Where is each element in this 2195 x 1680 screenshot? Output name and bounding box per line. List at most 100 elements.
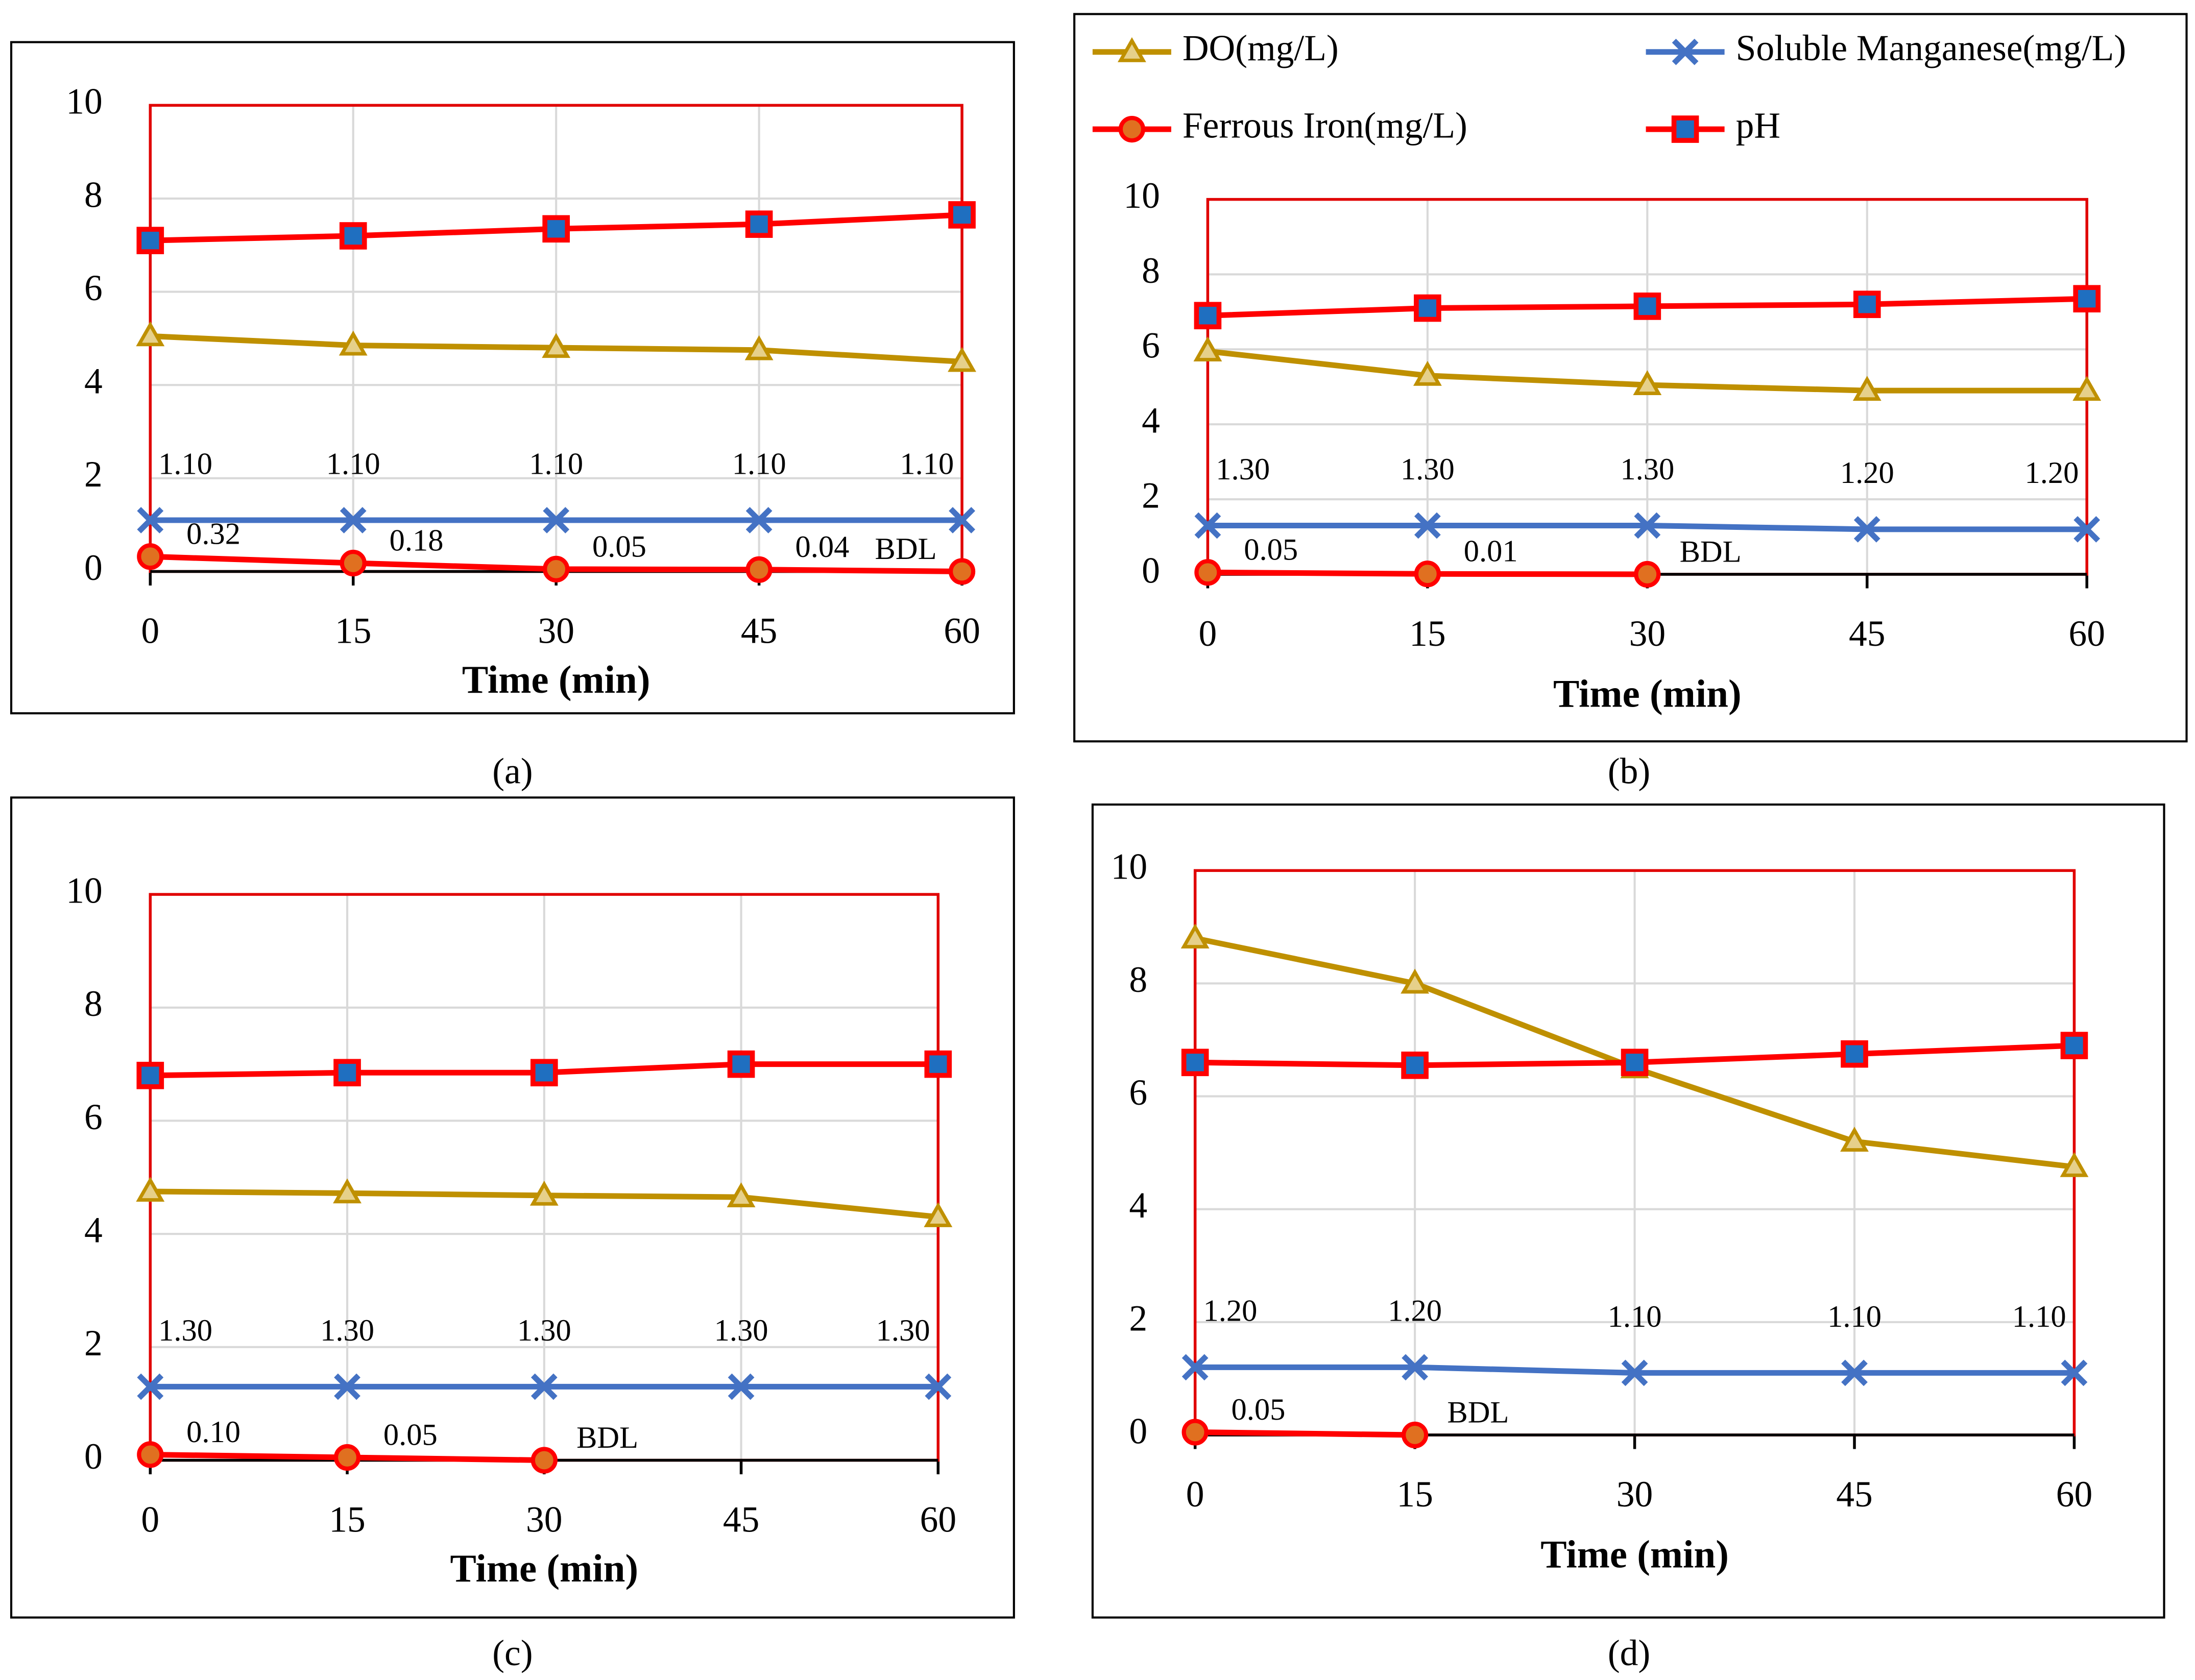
panel-frame — [10, 41, 1015, 715]
x-tick-label: 45 — [723, 1500, 760, 1540]
marker — [924, 1050, 952, 1078]
marker — [1181, 1354, 1209, 1381]
x-tick-label: 30 — [538, 611, 574, 651]
marker — [137, 507, 164, 533]
marker — [339, 330, 368, 356]
marker — [1633, 293, 1661, 320]
legend-marker — [1117, 37, 1146, 62]
x-tick-label: 60 — [944, 611, 980, 651]
marker — [727, 1050, 755, 1078]
data-label: 0.05 — [383, 1418, 438, 1452]
y-tick-label: 2 — [84, 454, 103, 495]
x-axis-title: Time (min) — [450, 1546, 639, 1590]
y-tick-label: 2 — [84, 1323, 103, 1364]
data-label: 1.10 — [1827, 1300, 1882, 1334]
data-label: 1.30 — [158, 1313, 212, 1348]
marker — [136, 227, 164, 254]
x-tick-label: 15 — [335, 611, 372, 651]
marker — [745, 556, 773, 583]
marker — [1401, 968, 1430, 994]
marker — [1621, 1359, 1648, 1386]
marker — [745, 210, 773, 238]
data-label: 1.10 — [529, 447, 583, 481]
x-tick-label: 30 — [1617, 1474, 1653, 1515]
x-tick-label: 0 — [1186, 1474, 1204, 1515]
panel-frame — [1091, 803, 2165, 1619]
data-label: 1.10 — [326, 447, 380, 481]
y-tick-label: 6 — [84, 268, 103, 308]
marker — [137, 1441, 164, 1468]
y-tick-label: 4 — [1129, 1185, 1147, 1226]
panel: 0 2 4 6 8 10 0 15 30 45 60 Time (min) 1.30 1.30 1.30 1.… — [10, 796, 1015, 1619]
marker — [727, 1182, 756, 1208]
marker — [948, 558, 976, 585]
x-tick-label: 30 — [1629, 614, 1666, 654]
data-label: 0.05 — [1244, 533, 1298, 567]
marker — [728, 1373, 755, 1400]
marker — [2073, 285, 2101, 313]
y-tick-label: 0 — [1129, 1411, 1147, 1451]
marker — [339, 222, 367, 250]
x-tick-label: 60 — [2056, 1474, 2093, 1515]
data-label: BDL — [1680, 534, 1742, 569]
marker — [1852, 376, 1882, 401]
marker — [530, 1373, 558, 1400]
y-tick-label: 10 — [66, 82, 103, 122]
data-label: 1.20 — [2025, 456, 2079, 490]
marker — [333, 1178, 361, 1204]
data-label: 1.20 — [1388, 1294, 1442, 1328]
y-tick-label: 8 — [84, 984, 103, 1024]
marker — [340, 507, 367, 533]
panel-caption: (c) — [492, 1633, 533, 1673]
panel-caption: (d) — [1608, 1633, 1650, 1673]
legend-marker — [1671, 115, 1699, 143]
y-tick-label: 0 — [84, 1436, 103, 1477]
x-tick-label: 15 — [1409, 614, 1445, 654]
marker — [924, 1202, 953, 1227]
y-tick-label: 2 — [1142, 476, 1160, 516]
marker — [530, 1059, 558, 1087]
panel-frame — [1073, 13, 2188, 743]
y-tick-label: 4 — [84, 361, 103, 402]
data-label: 1.30 — [714, 1313, 768, 1348]
marker — [2060, 1032, 2088, 1059]
y-tick-label: 8 — [1129, 960, 1147, 1000]
marker — [340, 549, 367, 577]
data-label: 0.04 — [795, 530, 849, 564]
data-label: 1.10 — [732, 447, 786, 481]
panel: 0 2 4 6 8 10 0 15 30 45 60 Time (min) 1.30 1.30 1.30 1.… — [1073, 13, 2188, 743]
marker — [1634, 561, 1661, 588]
y-tick-label: 8 — [1142, 251, 1160, 291]
marker — [925, 1373, 952, 1400]
marker — [1621, 1049, 1649, 1077]
y-tick-label: 0 — [1142, 550, 1160, 591]
marker — [542, 215, 570, 243]
marker — [2072, 376, 2102, 401]
legend-marker — [1672, 38, 1699, 65]
data-label: BDL — [875, 532, 937, 566]
marker — [529, 1180, 559, 1206]
data-label: BDL — [1447, 1395, 1509, 1429]
marker — [949, 507, 975, 533]
data-label: 1.20 — [1203, 1294, 1257, 1328]
data-label: 1.10 — [1608, 1300, 1662, 1334]
marker — [333, 1059, 361, 1087]
marker — [1401, 1421, 1429, 1449]
y-tick-label: 10 — [66, 870, 103, 911]
marker — [1414, 294, 1441, 322]
y-tick-label: 2 — [1129, 1298, 1147, 1338]
legend-label: Ferrous Iron(mg/L) — [1183, 105, 1467, 145]
x-tick-label: 45 — [741, 611, 778, 651]
marker — [1840, 1127, 1869, 1152]
y-tick-label: 6 — [1129, 1073, 1147, 1113]
marker — [1414, 561, 1441, 588]
marker — [1853, 516, 1880, 543]
data-label: 1.10 — [900, 447, 954, 481]
marker — [948, 201, 976, 229]
y-tick-label: 6 — [84, 1097, 103, 1137]
panel-frame — [10, 796, 1015, 1619]
marker — [334, 1373, 360, 1400]
marker — [137, 1373, 164, 1400]
panel: 0 2 4 6 8 10 0 15 30 45 60 Time (min) 1.10 1.10 1.10 1.… — [10, 41, 1015, 715]
